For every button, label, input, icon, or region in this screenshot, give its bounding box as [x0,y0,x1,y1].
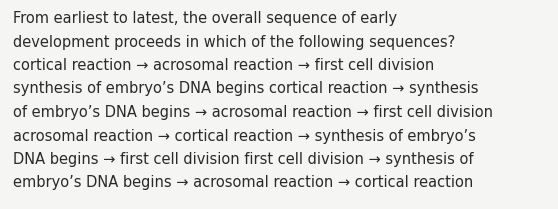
Text: development proceeds in which of the following sequences?: development proceeds in which of the fol… [13,34,455,50]
Text: cortical reaction → acrosomal reaction → first cell division: cortical reaction → acrosomal reaction →… [13,58,434,73]
Text: acrosomal reaction → cortical reaction → synthesis of embryo’s: acrosomal reaction → cortical reaction →… [13,129,476,144]
Text: of embryo’s DNA begins → acrosomal reaction → first cell division: of embryo’s DNA begins → acrosomal react… [13,105,493,120]
Text: DNA begins → first cell division first cell division → synthesis of: DNA begins → first cell division first c… [13,152,474,167]
Text: From earliest to latest, the overall sequence of early: From earliest to latest, the overall seq… [13,11,397,26]
Text: embryo’s DNA begins → acrosomal reaction → cortical reaction: embryo’s DNA begins → acrosomal reaction… [13,176,473,190]
Text: synthesis of embryo’s DNA begins cortical reaction → synthesis: synthesis of embryo’s DNA begins cortica… [13,82,479,97]
